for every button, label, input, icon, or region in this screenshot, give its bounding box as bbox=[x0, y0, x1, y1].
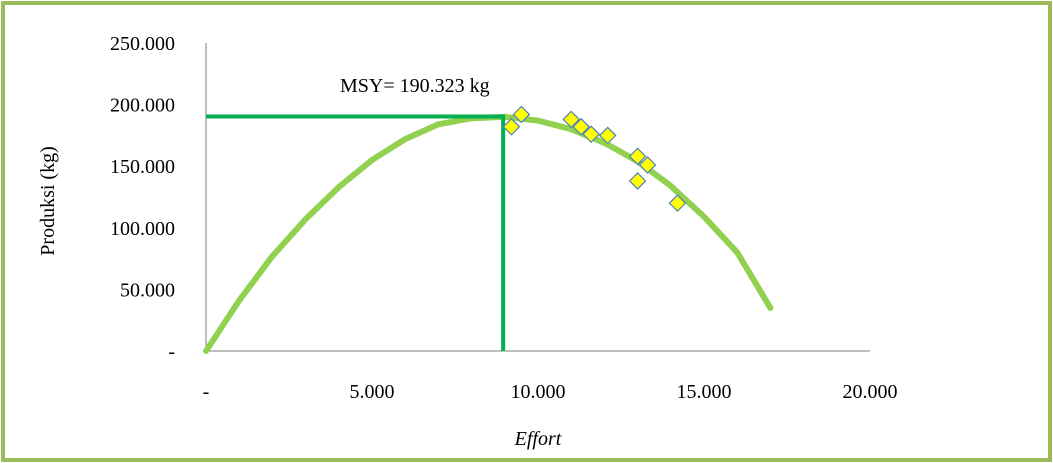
x-axis-title: Effort bbox=[514, 428, 562, 450]
data-point bbox=[628, 172, 647, 190]
x-tick-label: 10.000 bbox=[511, 381, 566, 403]
msy-annotation: MSY= 190.323 kg bbox=[340, 75, 490, 97]
y-tick-label: - bbox=[168, 341, 175, 363]
data-point bbox=[562, 110, 581, 129]
data-point bbox=[572, 117, 591, 136]
data-point bbox=[638, 156, 657, 174]
x-tick-label: 5.000 bbox=[350, 381, 395, 403]
x-tick-label: 15.000 bbox=[677, 381, 732, 403]
y-tick-label: 150.000 bbox=[110, 156, 175, 178]
y-tick-label: 100.000 bbox=[110, 218, 175, 240]
data-point bbox=[512, 105, 531, 124]
data-point bbox=[668, 194, 687, 213]
y-tick-label: 200.000 bbox=[110, 95, 175, 117]
y-axis-title: Produksi (kg) bbox=[37, 146, 59, 255]
data-point bbox=[598, 126, 617, 145]
data-point bbox=[628, 147, 647, 166]
y-tick-label: 50.000 bbox=[120, 279, 175, 301]
y-tick-label: 250.000 bbox=[110, 33, 175, 55]
x-tick-label: - bbox=[203, 381, 210, 403]
data-point bbox=[502, 117, 521, 136]
x-tick-labels: - 5.000 10.000 15.000 20.000 bbox=[203, 381, 898, 403]
data-point bbox=[582, 125, 600, 144]
x-tick-label: 20.000 bbox=[843, 381, 898, 403]
yield-curve bbox=[203, 113, 774, 354]
observed-points bbox=[502, 105, 687, 213]
y-tick-labels: - 50.000 100.000 150.000 200.000 250.000 bbox=[110, 33, 175, 363]
